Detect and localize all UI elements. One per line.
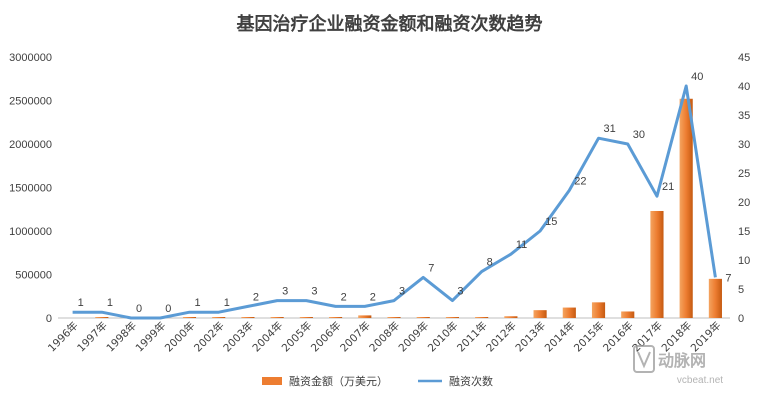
x-tick-label: 2009年: [396, 319, 432, 355]
line-data-label: 1: [224, 297, 230, 309]
bar-mark: [387, 317, 401, 318]
x-tick-label: 2007年: [337, 319, 373, 355]
bar-mark: [212, 317, 226, 318]
y-right-tick-label: 10: [738, 255, 750, 267]
bar-mark: [621, 311, 635, 318]
line-data-label: 2: [370, 291, 376, 303]
line-data-label: 2: [253, 291, 259, 303]
bar-mark: [416, 317, 430, 318]
x-tick-label: 2005年: [279, 319, 315, 355]
bar-mark: [504, 316, 518, 318]
bar-series: [95, 98, 722, 318]
bar-mark: [562, 307, 576, 318]
bar-mark: [328, 317, 343, 318]
line-data-label: 3: [399, 286, 405, 298]
x-tick-label: 2008年: [367, 319, 403, 355]
watermark-brand: 动脉网: [658, 351, 706, 370]
y-right-tick-label: 40: [738, 81, 750, 93]
y-right-tick-label: 35: [738, 110, 750, 122]
bar-mark: [708, 278, 722, 318]
line-data-label: 7: [725, 272, 731, 284]
legend: 融资金额（万美元） 融资次数: [262, 374, 493, 388]
line-data-label: 40: [691, 71, 703, 83]
bar-mark: [182, 317, 197, 318]
x-tick-label: 2006年: [308, 319, 344, 355]
line-data-label: 11: [516, 239, 527, 251]
legend-bar-swatch: [262, 377, 282, 385]
bar-mark: [299, 317, 313, 318]
x-tick-label: 2002年: [191, 319, 227, 355]
x-tick-label: 2003年: [221, 319, 257, 355]
vb-logo-icon: [633, 345, 655, 373]
line-data-label: 30: [633, 129, 645, 141]
y-left-tick-label: 1500000: [9, 183, 52, 195]
line-data-label: 15: [545, 216, 557, 228]
x-axis-ticks: 1996年1997年1998年1999年2000年2002年2003年2004年…: [45, 319, 723, 355]
x-tick-label: 2018年: [659, 319, 695, 355]
x-tick-label: 2000年: [162, 319, 198, 355]
legend-line-label: 融资次数: [449, 374, 493, 388]
line-data-label: 1: [194, 297, 200, 309]
x-tick-label: 1997年: [74, 319, 110, 355]
y-right-tick-label: 15: [738, 226, 750, 238]
x-tick-label: 2015年: [571, 319, 607, 355]
x-tick-label: 2019年: [688, 319, 724, 355]
line-data-label: 31: [604, 123, 616, 135]
bar-mark: [241, 317, 255, 318]
line-path: [72, 84, 717, 320]
x-tick-label: 2012年: [483, 319, 519, 355]
x-tick-label: 2016年: [600, 319, 636, 355]
bar-mark: [650, 210, 664, 318]
chart-title: 基因治疗企业融资金额和融资次数趋势: [236, 13, 543, 35]
bar-mark: [591, 302, 606, 318]
bar-mark: [445, 317, 460, 318]
watermark-url: vcbeat.net: [677, 375, 723, 386]
x-tick-label: 1998年: [104, 319, 140, 355]
line-data-label: 0: [136, 303, 142, 315]
y-right-tick-label: 20: [738, 197, 750, 209]
bar-mark: [95, 317, 109, 318]
y-right-tick-label: 25: [738, 168, 750, 180]
bar-mark: [358, 315, 372, 318]
axes: 0500000100000015000002000000250000030000…: [9, 52, 750, 325]
legend-bar-label: 融资金额（万美元）: [289, 374, 388, 388]
x-tick-label: 2013年: [513, 319, 549, 355]
x-tick-label: 1999年: [133, 319, 169, 355]
y-right-tick-label: 0: [738, 313, 744, 325]
bar-mark: [533, 310, 547, 318]
line-data-label: 3: [311, 286, 317, 298]
x-tick-label: 2010年: [425, 319, 461, 355]
line-data-label: 3: [457, 286, 463, 298]
y-right-tick-label: 45: [738, 52, 750, 64]
y-left-tick-label: 3000000: [9, 52, 52, 64]
y-left-tick-label: 1000000: [9, 226, 52, 238]
watermark: 动脉网 vcbeat.net: [633, 345, 723, 386]
line-data-label: 21: [662, 181, 674, 193]
bar-mark: [270, 317, 284, 318]
y-right-tick-label: 5: [738, 284, 744, 296]
bar-mark: [475, 317, 489, 318]
y-left-tick-label: 2500000: [9, 96, 52, 108]
line-data-label: 3: [282, 286, 288, 298]
line-data-label: 0: [165, 303, 171, 315]
line-data-label: 1: [107, 297, 113, 309]
line-data-label: 8: [487, 257, 493, 269]
y-left-tick-label: 2000000: [9, 139, 52, 151]
x-tick-label: 2004年: [250, 319, 286, 355]
line-data-label: 22: [574, 175, 586, 187]
line-data-label: 2: [341, 291, 347, 303]
y-right-tick-label: 30: [738, 139, 750, 151]
x-tick-label: 2014年: [542, 319, 578, 355]
bar-mark: [679, 98, 693, 318]
line-data-label: 1: [78, 297, 84, 309]
line-data-label: 7: [428, 262, 434, 274]
y-left-tick-label: 0: [46, 313, 52, 325]
y-left-tick-label: 500000: [15, 270, 52, 282]
x-tick-label: 2011年: [454, 319, 490, 355]
